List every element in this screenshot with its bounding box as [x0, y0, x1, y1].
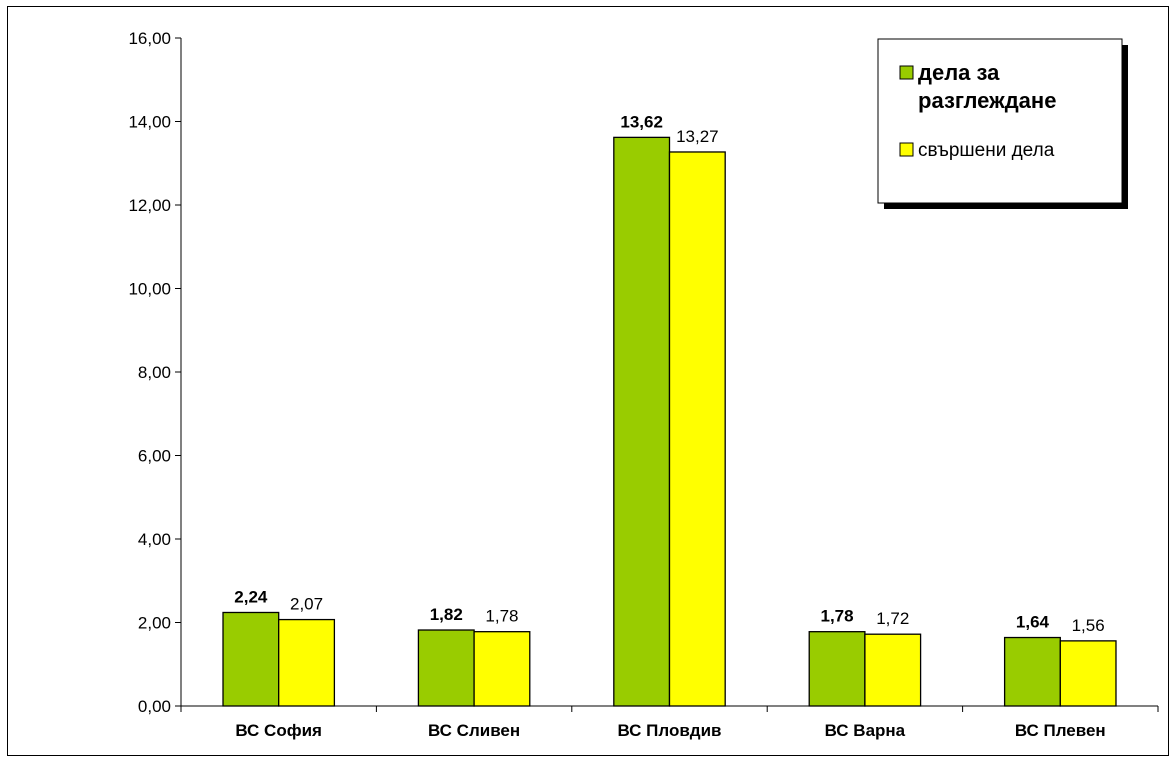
bar: [473, 631, 531, 707]
x-category-label: ВС Варна: [825, 721, 906, 740]
bar: [668, 151, 726, 707]
y-tick-label: 14,00: [128, 113, 171, 132]
legend-box: [877, 38, 1123, 204]
y-tick-label: 0,00: [138, 697, 171, 716]
x-category-label: ВС Сливен: [428, 721, 520, 740]
data-label: 13,27: [676, 127, 719, 146]
data-label: 13,62: [620, 112, 663, 131]
legend-label: свършени дела: [918, 140, 1055, 161]
bar: [864, 633, 922, 707]
y-tick-label: 4,00: [138, 530, 171, 549]
bar-chart: 0,00 2,00 4,00 6,00 8,00 10,00 12,00 14,00 16,00…: [128, 29, 1159, 740]
legend-label: дела за разглеждане: [918, 60, 1056, 113]
data-label: 1,78: [485, 607, 518, 626]
bar: [808, 631, 866, 707]
legend-swatch: [899, 65, 914, 80]
bars: [222, 136, 1117, 707]
data-labels: 2,24 1,82 13,62 1,78 1,64 2,07 1,78 13,27 1,72 1,…: [234, 112, 1104, 635]
x-category-label: ВС София: [235, 721, 322, 740]
data-label: 1,64: [1016, 613, 1050, 632]
data-label: 1,56: [1072, 616, 1105, 635]
y-tick-label: 16,00: [128, 29, 171, 48]
bar: [417, 629, 475, 707]
y-tick-label: 8,00: [138, 363, 171, 382]
bar: [278, 618, 336, 707]
bar: [222, 611, 280, 707]
y-tick-label: 12,00: [128, 196, 171, 215]
data-label: 1,82: [430, 605, 463, 624]
legend: дела за разглеждане свършени дела: [877, 38, 1128, 209]
data-label: 1,72: [876, 609, 909, 628]
chart-frame: 0,00 2,00 4,00 6,00 8,00 10,00 12,00 14,00 16,00…: [7, 6, 1169, 756]
y-tick-label: 10,00: [128, 280, 171, 299]
bar: [613, 136, 671, 707]
x-axis: ВС София ВС Сливен ВС Пловдив ВС Варна ВС Пл…: [180, 705, 1159, 740]
bar: [1003, 636, 1061, 707]
legend-swatch: [899, 142, 914, 157]
bar: [1059, 640, 1117, 707]
data-label: 1,78: [821, 607, 854, 626]
data-label: 2,07: [290, 595, 323, 614]
y-tick-label: 6,00: [138, 447, 171, 466]
y-tick-label: 2,00: [138, 614, 171, 633]
x-category-label: ВС Пловдив: [618, 721, 722, 740]
y-axis: 0,00 2,00 4,00 6,00 8,00 10,00 12,00 14,00 16,00: [128, 29, 182, 716]
x-category-label: ВС Плевен: [1015, 721, 1106, 740]
data-label: 2,24: [234, 587, 268, 606]
